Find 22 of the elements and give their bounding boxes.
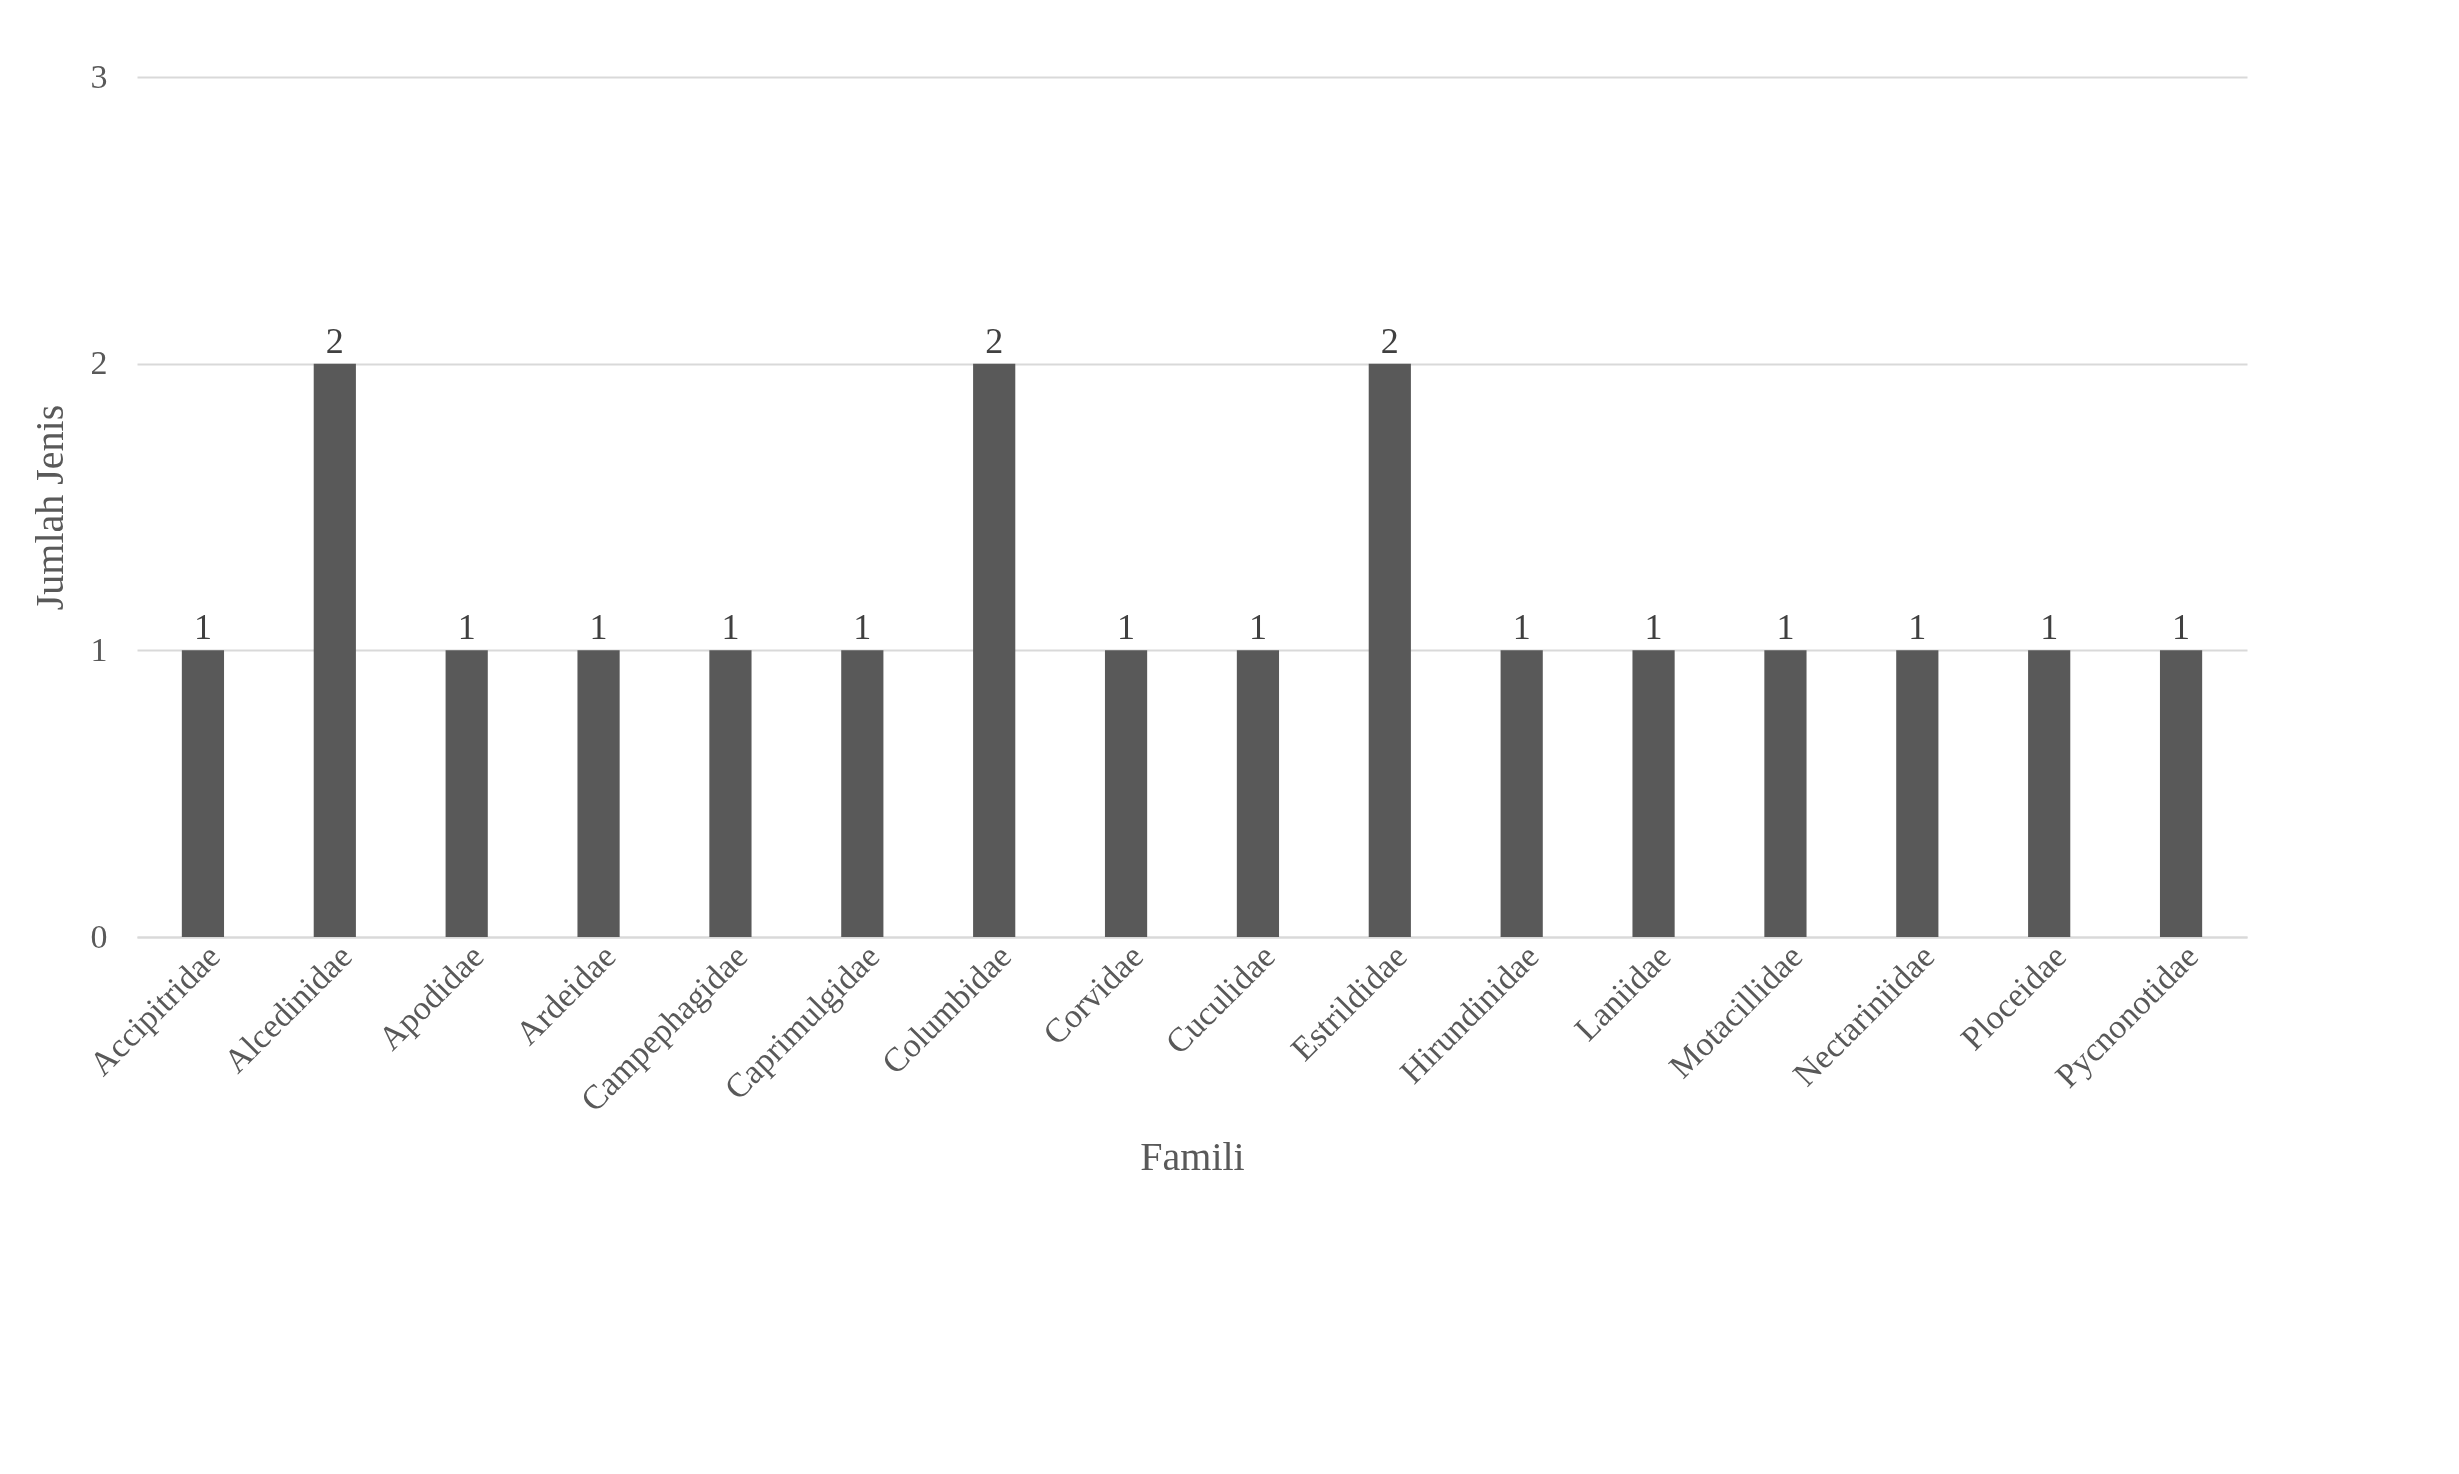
y-tick-label: 2	[90, 344, 108, 382]
x-axis-title: Famili	[1140, 1134, 1245, 1180]
data-label: 1	[1644, 607, 1663, 648]
data-label: 1	[1117, 607, 1136, 648]
y-tick-label: 3	[90, 57, 108, 95]
data-label: 1	[1248, 607, 1267, 648]
data-label: 1	[193, 607, 212, 648]
data-label: 1	[1776, 607, 1795, 648]
y-tick-label: 0	[90, 917, 108, 955]
data-label: 1	[2040, 607, 2059, 648]
data-label: 1	[721, 607, 740, 648]
data-label: 1	[457, 607, 476, 648]
y-axis-title: Jumlah Jenis	[26, 404, 72, 611]
data-label: 2	[1380, 320, 1399, 361]
data-label: 1	[589, 607, 608, 648]
data-label: 1	[1908, 607, 1927, 648]
data-label: 2	[325, 320, 344, 361]
data-label: 1	[1512, 607, 1531, 648]
data-label: 1	[853, 607, 872, 648]
y-tick-label: 1	[90, 630, 108, 668]
data-label: 2	[985, 320, 1004, 361]
data-label: 1	[2172, 607, 2191, 648]
